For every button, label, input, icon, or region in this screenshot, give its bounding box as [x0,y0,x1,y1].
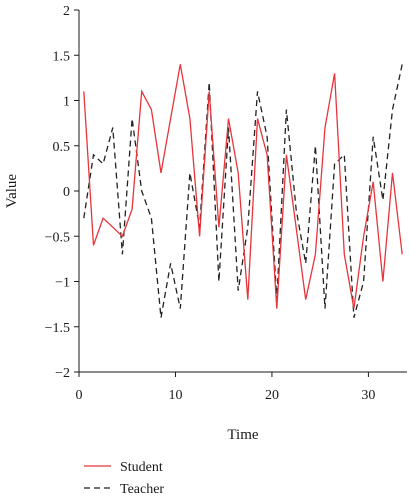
legend-label-teacher: Teacher [120,482,164,497]
y-tick-label: −1.5 [45,321,70,336]
y-tick-label: −2 [55,366,70,381]
y-tick-label: 1.5 [53,49,71,64]
series-line-teacher [83,64,403,318]
y-tick-label: 2 [63,4,70,19]
y-tick-label: 0.5 [53,140,71,155]
x-axis-label: Time [227,427,258,443]
x-tick-label: 20 [265,388,279,403]
y-axis-label: Value [4,174,20,208]
y-tick-label: 1 [63,95,70,110]
legend: Student Teacher [84,460,164,497]
y-tick-label: −1 [55,276,70,291]
y-tick-label: 0 [63,185,70,200]
x-tick-label: 10 [168,388,182,403]
x-tick-label: 0 [76,388,83,403]
y-tick-label: −0.5 [45,230,70,245]
legend-label-student: Student [120,460,163,475]
series-line-student [83,64,403,309]
x-tick-label: 30 [361,388,375,403]
